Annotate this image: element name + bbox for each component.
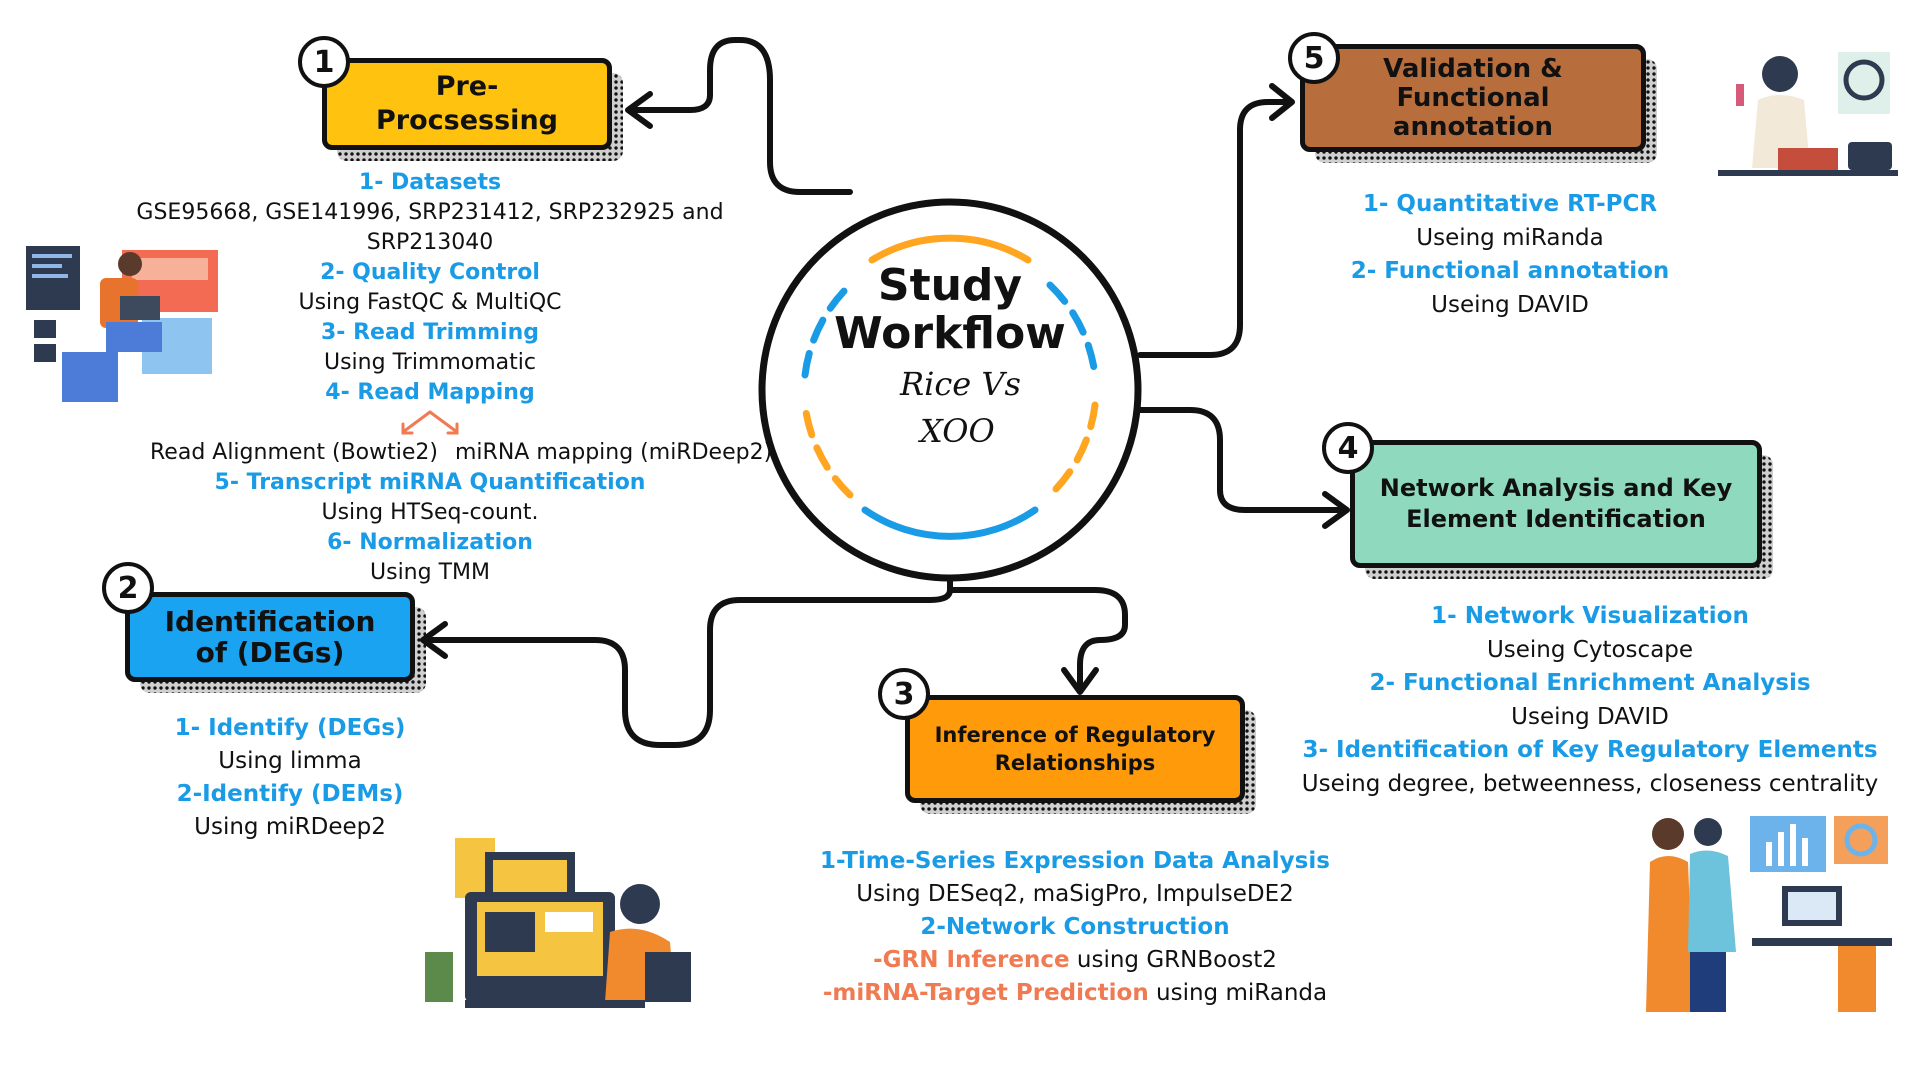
pre-t2: Using FastQC & MultiQC [298, 290, 562, 315]
pre-t4a: Read Alignment (Bowtie2) [150, 440, 438, 465]
net-h3: 3- Identification of Key Regulatory Elem… [1302, 737, 1878, 763]
center-title: Study Workflow [800, 262, 1100, 358]
center-title-line2: Workflow [834, 308, 1066, 359]
preprocessing-list: 1- Datasets GSE95668, GSE141996, SRP2314… [80, 168, 780, 588]
connector-step1 [627, 37, 853, 195]
step1-box: Pre- Procsessing [322, 58, 623, 161]
val-h2: 2- Functional annotation [1350, 258, 1670, 284]
step4-box: Network Analysis and Key Element Identif… [1350, 440, 1773, 579]
pre-h4: 4- Read Mapping [325, 380, 535, 405]
center-sub-line2: XOO [920, 412, 995, 450]
net-h2: 2- Functional Enrichment Analysis [1369, 670, 1811, 696]
connector-step4 [1117, 407, 1348, 513]
mapping-fork [80, 408, 780, 438]
net-t3: Useing degree, betweenness, closeness ce… [1301, 770, 1879, 797]
step3-box: Inference of Regulatory Relationships [905, 695, 1256, 814]
pre-t5: Using HTSeq-count. [321, 500, 539, 525]
pre-t6: Using TMM [370, 560, 490, 585]
pre-h3: 3- Read Trimming [321, 320, 539, 345]
network-list: 1- Network Visualization Useing Cytoscap… [1290, 600, 1890, 801]
validation-list: 1- Quantitative RT-PCR Useing miRanda 2-… [1330, 188, 1690, 322]
inf-grn-row: -GRN Inference using GRNBoost2 [790, 944, 1360, 977]
val-h1: 1- Quantitative RT-PCR [1362, 191, 1658, 217]
val-t2: Useing DAVID [1431, 291, 1589, 318]
pre-h1: 1- Datasets [358, 170, 502, 195]
pre-h5: 5- Transcript miRNA Quantification [214, 470, 646, 495]
pre-h6: 6- Normalization [327, 530, 533, 555]
pre-t1: GSE95668, GSE141996, SRP231412, SRP23292… [136, 200, 724, 255]
inf-t1: Using DESeq2, maSigPro, ImpulseDE2 [856, 881, 1294, 907]
arrow-step5 [1269, 83, 1295, 121]
net-t2: Useing DAVID [1511, 703, 1669, 730]
center-title-line1: Study [877, 260, 1023, 311]
center-sub-line1: Rice Vs [900, 365, 1021, 403]
step4-badge: 4 [1322, 422, 1374, 474]
step5-box: Validation & Functional annotation [1300, 44, 1657, 163]
arrow-step1 [625, 91, 653, 129]
center-circle [758, 198, 1142, 582]
pre-h2: 2- Quality Control [320, 260, 540, 285]
arrow-step2 [420, 621, 448, 659]
step3-badge: 3 [878, 668, 930, 720]
step5-badge: 5 [1288, 32, 1340, 84]
deg-list: 1- Identify (DEGs) Using limma 2-Identif… [140, 712, 440, 844]
deg-h1: 1- Identify (DEGs) [174, 715, 406, 741]
fork-arrows-icon [401, 410, 459, 435]
inf-t2: using GRNBoost2 [1069, 947, 1277, 973]
net-t1: Useing Cytoscape [1486, 636, 1694, 663]
inf-h1: 1-Time-Series Expression Data Analysis [820, 848, 1330, 874]
step1-badge: 1 [298, 36, 350, 88]
val-t1: Useing miRanda [1416, 224, 1604, 251]
inf-mirna-row: -miRNA-Target Prediction using miRanda [790, 977, 1360, 1010]
connector-step5 [1137, 99, 1293, 358]
inf-o2: -miRNA-Target Prediction [822, 980, 1149, 1006]
scientist-illustration [1718, 52, 1898, 176]
developer-illustration [26, 246, 218, 402]
team-analytics-illustration [1646, 816, 1892, 1012]
arrow-step3 [1061, 667, 1099, 695]
inf-t3: using miRanda [1148, 980, 1328, 1006]
step2-box: Identification of (DEGs) [125, 592, 426, 693]
inference-list: 1-Time-Series Expression Data Analysis U… [790, 845, 1360, 1010]
net-h1: 1- Network Visualization [1431, 603, 1749, 629]
inf-h2: 2-Network Construction [920, 914, 1230, 940]
connector-step3 [947, 587, 1128, 693]
step2-badge: 2 [102, 562, 154, 614]
pre-mapping-row: Read Alignment (Bowtie2) miRNA mapping (… [80, 438, 780, 468]
arrow-step4 [1322, 491, 1350, 529]
connector-step2 [422, 552, 953, 748]
office-worker-illustration [425, 838, 691, 1008]
pre-t3: Using Trimmomatic [323, 350, 536, 375]
inf-o1: -GRN Inference [873, 947, 1070, 973]
deg-t2: Using miRDeep2 [194, 814, 386, 840]
pre-t4b: miRNA mapping (miRDeep2) [455, 440, 773, 465]
deg-t1: Using limma [218, 748, 362, 774]
deg-h2: 2-Identify (DEMs) [176, 781, 404, 807]
